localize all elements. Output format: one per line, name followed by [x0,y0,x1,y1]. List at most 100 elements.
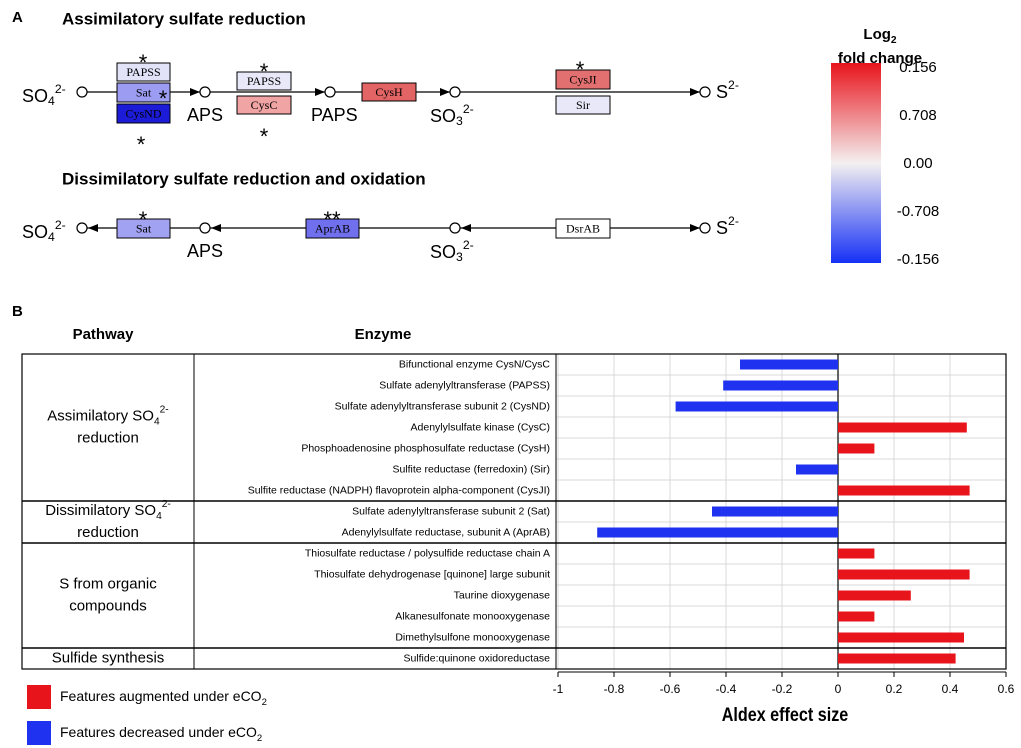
pathway-label: Sulfide synthesis [52,649,165,666]
enzyme-label: Phosphoadenosine phosphosulfate reductas… [301,442,550,454]
arrowhead [440,88,450,96]
x-tick-label: 0 [835,682,842,696]
node-circle [324,86,336,98]
legend-label: Features augmented under eCO2 [60,688,267,708]
arrowhead [690,88,700,96]
enzyme-label: PAPSS [247,74,281,88]
colorbar-title: fold change [838,50,922,67]
enzyme-label: Sulfate adenylyltransferase (PAPSS) [379,379,550,391]
node-circle [699,222,711,234]
x-axis-label: Aldex effect size [722,704,849,726]
bar [838,569,970,580]
compound-label: SO32- [430,102,474,128]
compound-label-part: 3 [456,250,463,264]
compound-label-part: 4 [48,230,55,244]
colorbar-tick-label: 0.708 [899,107,937,124]
enzyme-label: Sat [136,85,152,99]
enzyme-label: DsrAB [566,221,600,235]
significance-mark: ** [323,207,341,232]
arrowhead [88,224,98,232]
bar [838,611,875,622]
pathway-label: compounds [69,597,147,614]
arrowhead [190,88,200,96]
enzyme-label: Taurine dioxygenase [454,589,550,601]
compound-label-part: 2- [55,218,66,232]
significance-mark: * [139,50,148,75]
node-circle [699,86,711,98]
x-tick-label: -1 [553,682,564,696]
enzyme-label: Sir [576,98,590,112]
compound-label: S2- [716,214,739,238]
legend-swatch [27,685,51,709]
enzyme-label: Thiosulfate reductase / polysulfide redu… [305,547,550,559]
pathway-label-part: Assimilatory SO [47,407,154,424]
compound-label-part: 2- [55,82,66,96]
colorbar [831,63,881,263]
legend-label-part: Features decreased under eCO [60,724,257,740]
enzyme-label: Dimethylsulfone monooxygenase [395,631,550,643]
compound-label: APS [187,241,223,261]
enzyme-label: Sulfate adenylyltransferase subunit 2 (C… [335,400,550,412]
legend-label-part: Features augmented under eCO [60,688,262,704]
significance-mark: * [139,207,148,232]
bar [838,485,970,496]
pathway-label-part: 4 [156,511,162,522]
significance-mark: * [260,59,269,84]
pathway-label-part: Sulfide synthesis [52,649,165,666]
enzyme-label: Sulfate adenylyltransferase subunit 2 (S… [352,505,550,517]
legend-label-part: 2 [262,697,267,708]
compound-label-part: 2- [728,214,739,228]
compound-label-part: 2- [728,78,739,92]
node-circle [76,222,88,234]
significance-mark: * [159,86,168,111]
x-tick-label: 0.2 [886,682,903,696]
pathway-label-part: 2- [162,499,171,510]
enzyme-label: PAPSS [126,65,160,79]
compound-label-part: 2- [463,102,474,116]
legend-label-part: 2 [257,733,262,744]
enzyme-box [305,218,360,239]
legend-label: Features decreased under eCO2 [60,724,262,744]
x-tick-label: 0.4 [942,682,959,696]
compound-label-part: SO [430,106,456,126]
compound-label-part: SO [22,86,48,106]
column-header: Pathway [73,326,135,343]
pathway-title: Assimilatory sulfate reduction [62,9,306,28]
significance-mark: * [260,124,269,149]
compound-label-part: S [716,82,728,102]
table-border [21,353,1007,670]
pathway-label: S from organic [59,575,157,592]
panel-label: B [12,303,23,320]
enzyme-box [555,218,611,239]
bar [597,527,838,538]
arrowhead [690,224,700,232]
colorbar-tick-label: -0.708 [897,203,940,220]
pathway-label-part: 4 [154,416,160,427]
colorbar-title-part: 2 [891,35,897,46]
compound-label: SO42- [22,218,66,244]
arrowhead [211,224,221,232]
pathway-label-part: S from organic [59,575,157,592]
node-circle [449,222,461,234]
compound-label-part: APS [187,105,223,125]
pathway-label: reduction [77,429,139,446]
panel-label: A [12,9,23,26]
compound-label: SO32- [430,238,474,264]
enzyme-box [361,82,417,102]
bar [796,464,838,475]
arrowhead [461,224,471,232]
enzyme-label: CysC [251,98,278,112]
compound-label: APS [187,105,223,125]
pathway-label: reduction [77,524,139,541]
compound-label: SO42- [22,82,66,108]
enzyme-label: Sat [136,221,152,235]
x-tick-label: -0.8 [604,682,625,696]
enzyme-box [116,218,171,239]
significance-mark: * [576,57,585,82]
bar [740,359,838,370]
enzyme-label: Bifunctional enzyme CysN/CysC [399,358,551,370]
node-circle [199,222,211,234]
enzyme-label: AprAB [315,221,350,235]
compound-label-part: SO [22,222,48,242]
